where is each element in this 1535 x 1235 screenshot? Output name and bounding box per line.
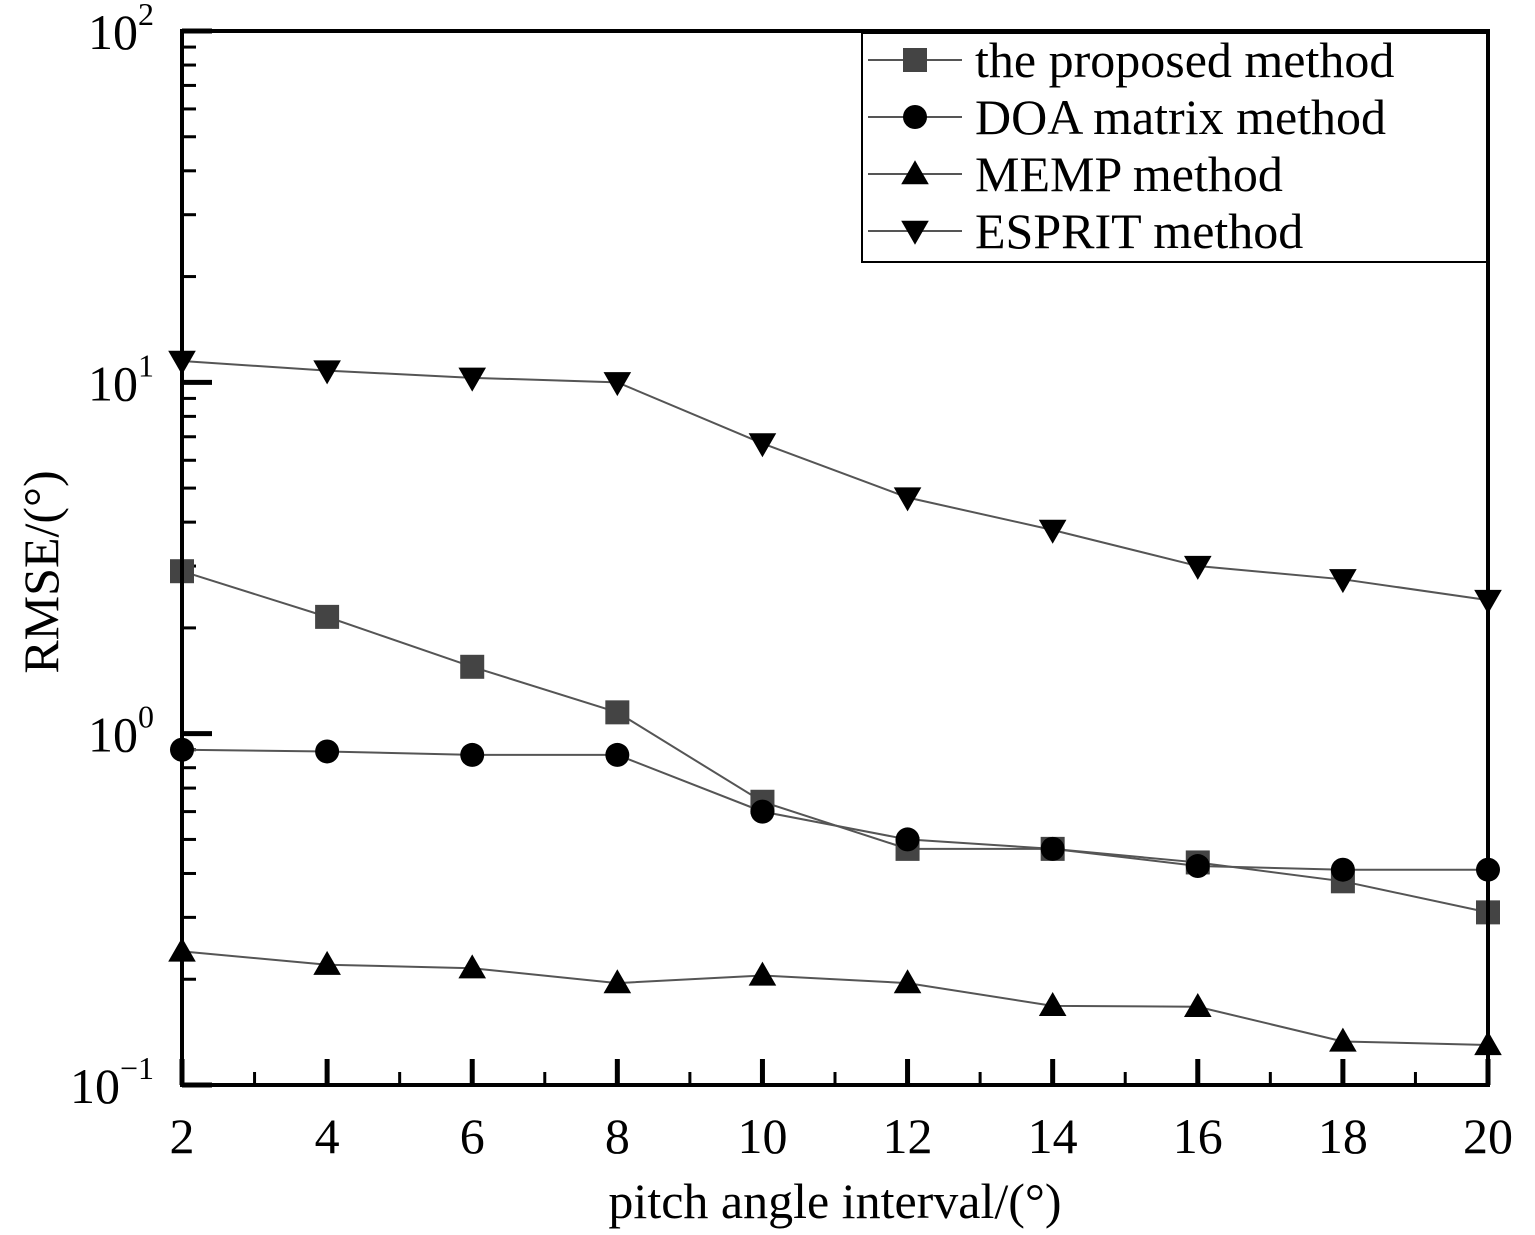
marker-circle [315,739,340,764]
x-tick-label: 18 [1318,1108,1368,1164]
marker-triangle-up [1329,1027,1357,1052]
y-tick-label: 101 [88,347,154,411]
marker-triangle-up [603,969,632,994]
legend-label: ESPRIT method [975,203,1303,259]
marker-circle [895,827,920,852]
plot-frame [180,29,1490,1087]
plot-series [168,350,1502,1056]
marker-triangle-down [893,487,922,512]
y-tick-label: 102 [88,0,154,60]
y-tick-label: 10−1 [70,1050,154,1114]
marker-square [460,654,485,679]
legend-label: MEMP method [975,146,1283,202]
legend-label: the proposed method [975,32,1394,88]
marker-triangle-down [901,220,929,245]
marker-circle [460,742,485,767]
y-axis-ticks: 10−1 100 101 102 [70,0,212,1114]
marker-square [903,48,927,72]
x-tick-label: 4 [315,1108,340,1164]
marker-triangle-up [313,950,341,975]
marker-circle [605,742,630,767]
marker-triangle-up [458,954,487,979]
series-line [181,570,1489,914]
marker-triangle-up [1183,992,1212,1017]
legend-box [861,32,1488,263]
marker-triangle-up [893,969,922,994]
series-line [181,748,1488,871]
marker-triangle-down [748,433,777,458]
x-tick-label: 16 [1173,1108,1223,1164]
x-tick-label: 2 [170,1108,195,1164]
marker-circle [1185,854,1210,879]
x-tick-label: 20 [1463,1108,1513,1164]
x-axis-ticks: 2 4 6 8 10 12 14 16 18 20 [170,1059,1513,1164]
series-line [181,360,1489,602]
x-tick-label: 10 [737,1108,787,1164]
marker-circle [1040,836,1065,861]
legend-label: DOA matrix method [975,89,1386,145]
y-axis-title: RMSE/(°) [13,470,69,673]
x-tick-label: 14 [1028,1108,1078,1164]
marker-circle [1330,857,1355,882]
marker-circle [750,799,775,824]
marker-triangle-down [603,372,632,397]
marker-triangle-down [1183,555,1212,580]
y-tick-label: 100 [88,699,154,763]
x-tick-label: 8 [605,1108,630,1164]
series-line [181,950,1489,1046]
marker-circle [903,105,927,129]
marker-triangle-up [748,961,777,986]
marker-triangle-down [458,367,487,392]
marker-square [315,604,340,629]
x-tick-label: 6 [460,1108,485,1164]
marker-triangle-up [901,160,929,185]
x-axis-title: pitch angle interval/(°) [608,1173,1061,1229]
marker-triangle-down [1038,519,1067,544]
marker-triangle-down [313,360,341,385]
marker-triangle-down [1329,569,1357,594]
x-tick-label: 12 [883,1108,933,1164]
marker-triangle-up [1038,992,1067,1017]
marker-square [605,700,630,725]
